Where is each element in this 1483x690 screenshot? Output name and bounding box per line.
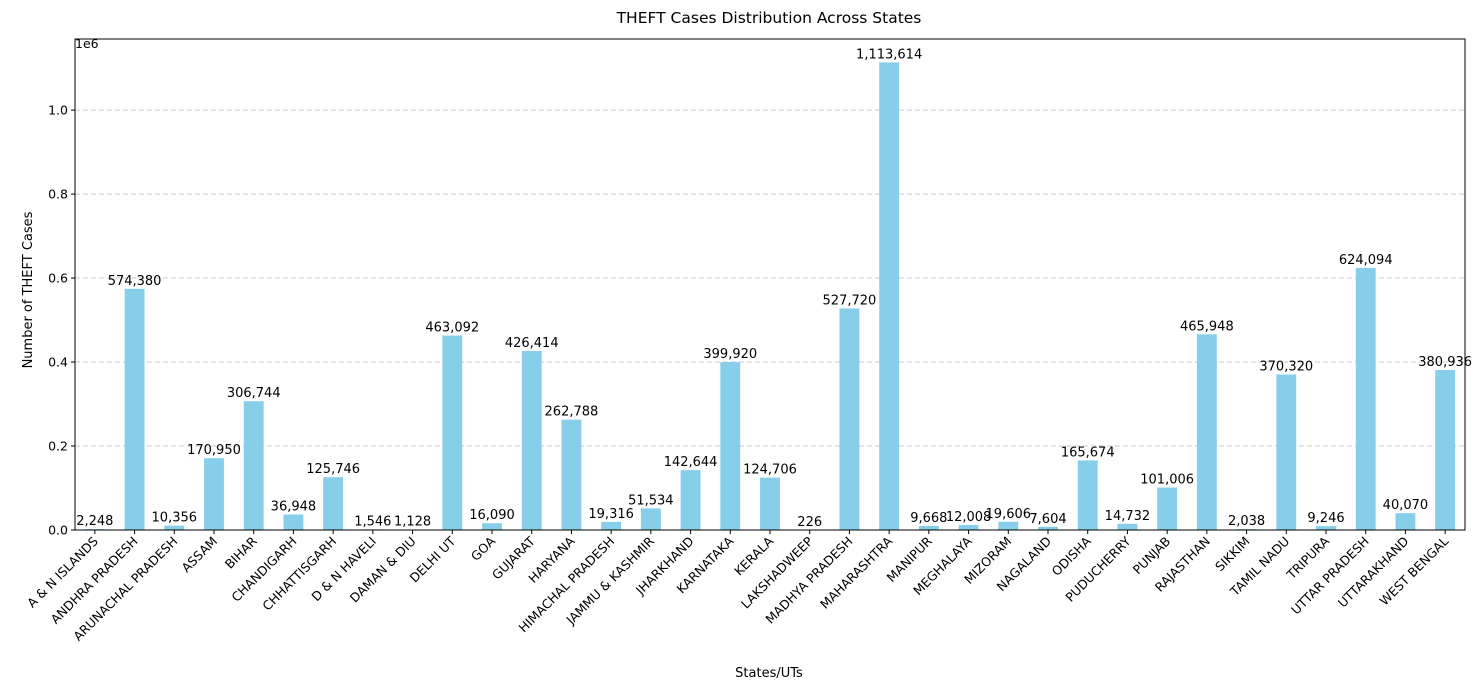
bar (442, 335, 463, 530)
x-tick-label: WEST BENGAL (1376, 533, 1451, 608)
y-axis-ticks: 0.0 0.2 0.4 0.6 0.8 1.0 (48, 103, 75, 538)
bar (998, 521, 1019, 530)
bar-value-label: 1,546 (354, 514, 391, 529)
bar (283, 514, 304, 530)
bar-value-label: 40,070 (1383, 498, 1429, 513)
bar (879, 62, 900, 530)
y-tick-label: 1.0 (48, 103, 68, 118)
bar-value-label: 51,534 (628, 493, 674, 508)
bar (720, 362, 741, 530)
bar-value-label: 19,606 (986, 507, 1032, 522)
x-tick-label: BIHAR (222, 533, 260, 571)
bar-value-label: 9,246 (1307, 511, 1344, 526)
bar-value-label: 262,788 (545, 405, 599, 420)
bar-value-label: 463,092 (425, 321, 479, 336)
bar-value-label: 306,744 (227, 386, 281, 401)
y-tick-label: 0.4 (48, 355, 68, 370)
bars (84, 62, 1456, 530)
bar (561, 419, 582, 530)
bar (1276, 374, 1297, 530)
bar-value-label: 465,948 (1180, 319, 1234, 334)
bar (1157, 487, 1178, 530)
bar-value-label: 7,604 (1029, 512, 1066, 527)
bar-value-label: 19,316 (588, 507, 634, 522)
bar-value-label: 9,668 (910, 511, 947, 526)
bar-value-label: 527,720 (823, 293, 877, 308)
bar-value-label: 2,248 (76, 514, 113, 529)
x-axis-label: States/UTs (735, 666, 803, 681)
x-tick-label: LAKSHADWEEP (738, 533, 816, 611)
x-tick-label: ASSAM (178, 534, 220, 576)
bar (680, 470, 701, 530)
bar (204, 458, 224, 530)
bar (1077, 460, 1098, 530)
bar (482, 523, 502, 530)
bar-value-label: 16,090 (469, 508, 515, 523)
bar-value-label: 1,128 (394, 515, 431, 530)
bar-value-label: 370,320 (1259, 359, 1313, 374)
bar (918, 525, 939, 530)
x-tick-label: GOA (468, 533, 499, 564)
x-tick-label: A & N ISLANDS (24, 533, 101, 610)
y-tick-label: 0.6 (48, 271, 68, 286)
bar (1316, 526, 1336, 530)
bar (164, 525, 185, 530)
bar-value-label: 1,113,614 (856, 47, 922, 62)
bar-value-label: 399,920 (703, 347, 757, 362)
bar (521, 350, 542, 530)
bar-value-label: 36,948 (271, 499, 317, 514)
bar-value-label: 165,674 (1061, 445, 1115, 460)
bar-value-label: 142,644 (664, 455, 718, 470)
plot-frame (74, 38, 1466, 531)
x-tick-label: UTTARAKHAND (1335, 534, 1412, 611)
bar (1196, 334, 1217, 530)
y-tick-label: 0.0 (48, 523, 68, 538)
bar-value-label: 101,006 (1140, 473, 1194, 488)
bar-value-label: 226 (797, 515, 822, 530)
bar-value-label: 624,094 (1339, 253, 1393, 268)
bar-value-label: 170,950 (187, 443, 241, 458)
bar-value-label: 10,356 (152, 511, 198, 526)
value-labels: 2,248 574,380 10,356 170,950 306,744 36,948 12… (76, 47, 1472, 530)
bar (1117, 523, 1138, 530)
bar (323, 477, 344, 530)
bar (1038, 526, 1058, 530)
bar (1355, 267, 1376, 530)
bar (839, 308, 860, 530)
y-axis-offset-label: 1e6 (75, 36, 99, 51)
bar-value-label: 14,732 (1105, 509, 1151, 524)
bar (760, 477, 780, 530)
bar-value-label: 2,038 (1228, 514, 1265, 529)
bar (958, 524, 979, 530)
bar-value-label: 12,008 (946, 510, 992, 525)
bar-value-label: 380,936 (1418, 355, 1472, 370)
bar-value-label: 125,746 (306, 462, 360, 477)
bar (640, 508, 661, 530)
bar-value-label: 124,706 (743, 463, 797, 478)
gridlines (75, 109, 1465, 447)
bar (124, 288, 145, 530)
y-tick-label: 0.2 (48, 439, 68, 454)
bar (601, 521, 622, 530)
bar (1435, 370, 1456, 530)
bar (1395, 513, 1416, 530)
x-tick-label: MAHARASHTRA (817, 533, 896, 612)
chart-title: THEFT Cases Distribution Across States (616, 9, 922, 27)
bar-value-label: 426,414 (505, 336, 559, 351)
bar (243, 401, 264, 530)
y-axis-label: Number of THEFT Cases (21, 211, 36, 368)
bar-value-label: 574,380 (108, 274, 162, 289)
y-tick-label: 0.8 (48, 187, 68, 202)
